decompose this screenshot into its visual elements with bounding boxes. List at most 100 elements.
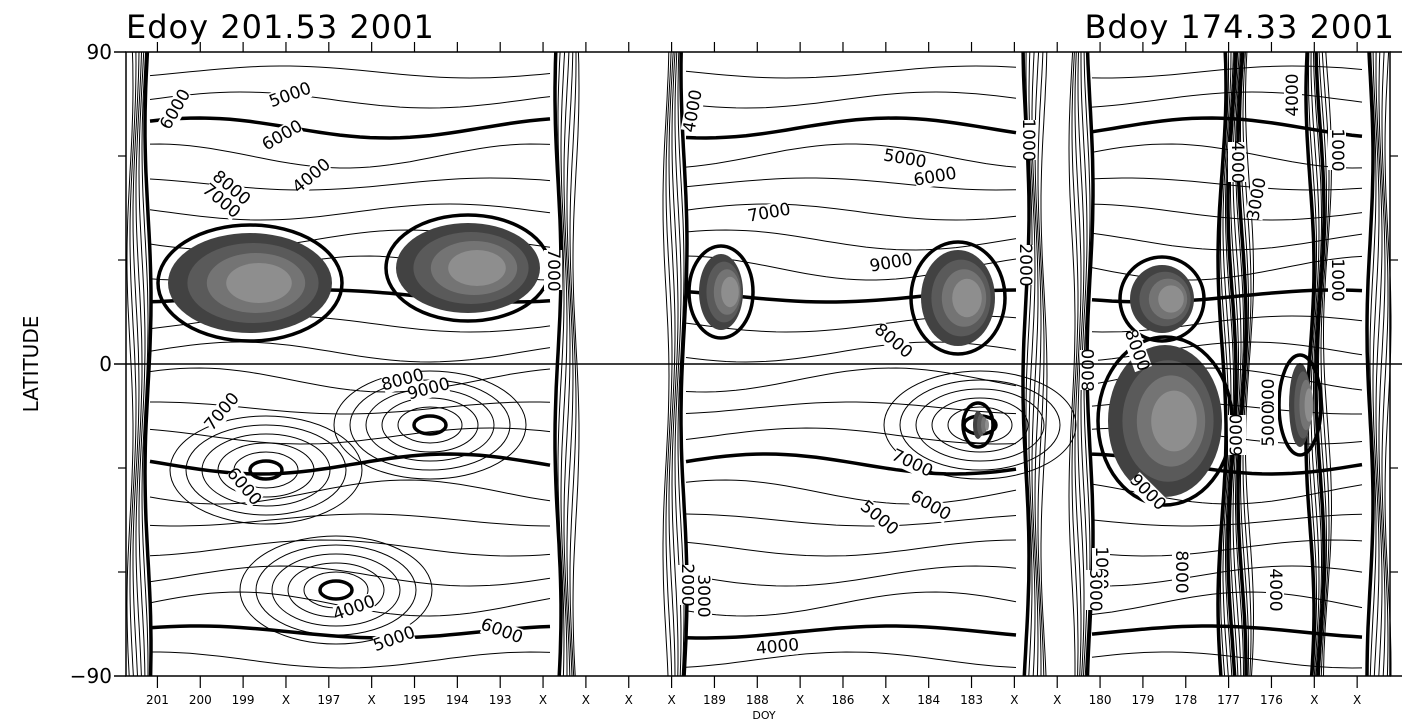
contour-label-bg: [224, 465, 264, 508]
contour-line: [149, 565, 551, 587]
contour-ring: [365, 388, 495, 462]
contour-label-bg: [1086, 570, 1104, 610]
x-tick-label: 183: [960, 693, 983, 707]
contour-ring: [217, 442, 315, 498]
contour-label-bg: [756, 636, 799, 658]
contour-label-bg: [290, 156, 333, 196]
contour-label: 8000: [870, 320, 916, 363]
y-tick-label: 0: [99, 352, 112, 376]
contour-ring: [381, 397, 479, 453]
contour-label-bg: [680, 89, 706, 133]
chart-title-right: Bdoy 174.33 2001: [1084, 8, 1395, 46]
contour-label-bg: [858, 498, 901, 538]
x-tick-label: X: [1353, 693, 1361, 707]
x-tick-label: X: [796, 693, 804, 707]
contour-label-bg: [332, 593, 377, 624]
contour-ring: [931, 397, 1029, 453]
contour-outline: [156, 223, 344, 343]
contour-label-bg: [747, 200, 791, 226]
contour-label-bg: [1328, 260, 1346, 300]
contour-label-bg: [1121, 328, 1152, 373]
contour-line: [149, 513, 551, 527]
x-tick-label: 188: [746, 693, 769, 707]
contour-line: [685, 651, 1017, 668]
contour-label: 9000: [868, 249, 914, 276]
contour-label: 4000: [1227, 140, 1247, 183]
contour-line: [149, 91, 551, 109]
contour-label: 1000: [1018, 118, 1038, 161]
contour-line: [149, 116, 551, 140]
filled-contour-level: [721, 276, 739, 308]
contour-label-bg: [1328, 130, 1346, 170]
contour-line: [685, 143, 1017, 168]
x-tick-label: 184: [917, 693, 940, 707]
contour-line: [149, 367, 551, 393]
contour-label: 1000: [1327, 128, 1347, 171]
contour-label: 4000: [1265, 568, 1285, 611]
x-tick-label: X: [282, 693, 290, 707]
filled-contour-level: [1151, 390, 1197, 452]
contour-label: 6000: [907, 486, 954, 525]
contour-line: [150, 651, 551, 669]
contour-label-bg: [202, 390, 242, 433]
contour-line: [685, 624, 1017, 640]
contour-label-bg: [200, 181, 243, 221]
contour-line: [149, 539, 551, 557]
contour-line: [149, 479, 551, 505]
contour-line: [685, 177, 1017, 191]
contour-ring: [947, 406, 1013, 444]
contour-ring: [271, 553, 401, 627]
contour-label-bg: [1127, 471, 1169, 513]
contour-line: [685, 513, 1017, 527]
filled-contour-level: [1304, 388, 1314, 422]
x-tick-label: 197: [317, 693, 340, 707]
contour-line: [685, 539, 1017, 557]
contour-ring: [899, 379, 1061, 471]
contour-line: [685, 452, 1017, 476]
contour-label-bg: [872, 321, 915, 361]
contour-line: [1091, 116, 1363, 138]
contour-label: 1000: [1327, 258, 1347, 301]
contour-label: 4000: [1283, 73, 1303, 116]
x-tick-label: 178: [1174, 693, 1197, 707]
x-tick-label: 177: [1217, 693, 1240, 707]
contour-line: [1091, 591, 1363, 615]
filled-contour-level: [985, 419, 989, 431]
contour-outline: [1277, 353, 1323, 457]
y-tick-label: −90: [70, 664, 112, 688]
contour-ring: [201, 433, 331, 507]
x-tick-label: X: [667, 693, 675, 707]
contour-outline: [1118, 255, 1206, 343]
x-tick-label: 201: [146, 693, 169, 707]
axes: 90 0 −90 201 200 199 X 197 X 195 194 193 X X X X 189 188 X…: [70, 40, 1402, 707]
contour-label-bg: [260, 117, 305, 154]
x-tick-label: 194: [446, 693, 469, 707]
contour-line: [1091, 513, 1363, 527]
contour-label: 8000: [1079, 348, 1099, 391]
contour-outline: [961, 401, 995, 449]
contour-label: 5000: [371, 623, 418, 657]
contour-label: 6000: [478, 615, 525, 649]
contour-line: [685, 401, 1017, 415]
x-tick-label: 193: [489, 693, 512, 707]
x-tick-label: X: [882, 693, 890, 707]
contour-label: 3000: [1085, 568, 1105, 611]
x-tick-label: X: [1010, 693, 1018, 707]
contour-line: [1091, 143, 1363, 169]
filled-contours: [156, 213, 1323, 507]
contour-line: [149, 427, 551, 445]
contour-line: [685, 91, 1017, 109]
contour-label: 8000: [1171, 550, 1191, 593]
y-axis-label: LATITUDE: [19, 316, 43, 413]
contour-label-bg: [1228, 142, 1246, 182]
contour-line: [685, 565, 1017, 587]
x-tick-label: 186: [832, 693, 855, 707]
contour-label-bg: [1080, 350, 1098, 390]
contour-label: 4000: [679, 88, 706, 134]
filled-contour-level: [981, 416, 987, 434]
x-axis-label: DOY: [752, 709, 776, 722]
contour-line: [149, 65, 551, 79]
contour-label-bg: [890, 446, 935, 481]
contour-line: [1091, 203, 1363, 221]
